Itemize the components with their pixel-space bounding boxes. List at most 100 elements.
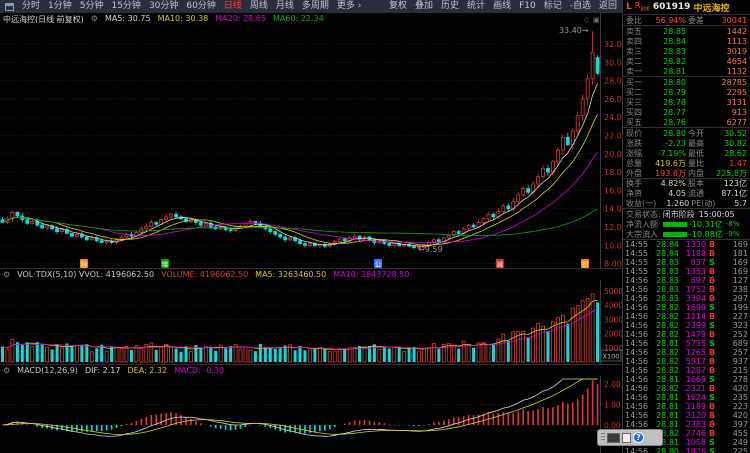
tab-period-分时[interactable]: 分时 <box>22 0 40 13</box>
tick-row[interactable]: 14:5628.83697B127 <box>623 276 750 285</box>
tick-amount: 227 <box>718 312 748 321</box>
tool-叠加[interactable]: 叠加 <box>415 0 433 13</box>
tick-row[interactable]: 14:5628.825917B937 <box>623 357 750 366</box>
tab-period-30分钟[interactable]: 30分钟 <box>149 0 178 13</box>
tick-row[interactable]: 14:5628.821287B215 <box>623 366 750 375</box>
window-overlay-icon[interactable]: ▣ <box>593 16 600 24</box>
tick-amount: 249 <box>718 438 748 447</box>
tab-period-1分钟[interactable]: 1分钟 <box>48 0 72 13</box>
volume-settings-gear-icon[interactable]: ⚙ <box>3 270 10 279</box>
bid-row[interactable]: 买二28.792295 <box>623 87 750 97</box>
volume-bar <box>551 322 554 362</box>
help-icon[interactable]: ? <box>633 432 644 443</box>
tick-row[interactable]: 14:5528.841189B181 <box>623 249 750 258</box>
tool-历史[interactable]: 历史 <box>441 0 459 13</box>
tab-period-5分钟[interactable]: 5分钟 <box>80 0 104 13</box>
candles[interactable] <box>1 31 599 249</box>
volume-bar <box>95 348 98 362</box>
ask-row[interactable]: 卖四28.841113 <box>623 36 750 46</box>
tab-period-月线[interactable]: 月线 <box>276 0 294 13</box>
tool--自选[interactable]: -自选 <box>570 0 591 13</box>
tick-row[interactable]: 14:5628.821479B252 <box>623 330 750 339</box>
tick-amount: 127 <box>718 276 748 285</box>
drag-handle-icon[interactable] <box>601 433 605 442</box>
ask-row[interactable]: 卖五28.851442 <box>623 26 750 36</box>
tool-画线[interactable]: 画线 <box>493 0 511 13</box>
tick-row[interactable]: 14:5528.83837S169 <box>623 258 750 267</box>
tick-volume: 1353 <box>679 267 706 276</box>
volume-bar <box>393 347 396 362</box>
volume-bar <box>308 350 311 362</box>
ask-row[interactable]: 卖一28.811132 <box>623 66 750 76</box>
tick-row[interactable]: 14:5628.811189B223 <box>623 402 750 411</box>
tick-time: 14:56 <box>625 447 650 453</box>
volume-bar <box>269 348 272 362</box>
tick-row[interactable]: 14:5628.833394B297 <box>623 294 750 303</box>
candle-body <box>165 217 168 220</box>
ask-row[interactable]: 卖二28.824654 <box>623 56 750 66</box>
toolbar-button-light[interactable] <box>622 433 631 443</box>
ask-row[interactable]: 卖三28.833019 <box>623 46 750 56</box>
tick-row[interactable]: 14:5628.831752B238 <box>623 285 750 294</box>
tick-row[interactable]: 14:5628.811669S278 <box>623 375 750 384</box>
tick-row[interactable]: 14:5528.831353B169 <box>623 267 750 276</box>
volume-chart[interactable]: 5000040000300002000010000X100 <box>0 280 622 364</box>
bid-volume: 913 <box>686 108 747 117</box>
floating-toolbar[interactable]: ? <box>597 429 663 446</box>
candlestick-chart[interactable]: 32.0030.0028.0026.0024.0022.0020.0018.00… <box>0 13 622 268</box>
tick-price: 28.81 <box>650 393 679 402</box>
ask-volume: 1442 <box>686 27 747 36</box>
volume-bar <box>413 347 416 362</box>
tab-period-60分钟[interactable]: 60分钟 <box>186 0 215 13</box>
volume-bar <box>160 347 163 362</box>
price-axis-label: 30.00 <box>604 58 622 67</box>
tool-F10[interactable]: F10 <box>519 0 536 13</box>
candle-body <box>150 222 153 226</box>
tick-row[interactable]: 14:5528.841330B169 <box>623 240 750 249</box>
diamond-icon[interactable]: ◇ <box>584 16 590 24</box>
tick-list[interactable]: 14:5528.841330B16914:5528.841189B18114:5… <box>623 239 750 453</box>
tick-row[interactable]: 14:5628.821214B227 <box>623 312 750 321</box>
margin-flag: L <box>626 2 632 12</box>
volume-bar <box>502 334 505 362</box>
macd-settings-gear-icon[interactable]: ⚙ <box>3 366 10 375</box>
candle-body <box>527 189 530 193</box>
tab-period-15分钟[interactable]: 15分钟 <box>111 0 140 13</box>
bid-row[interactable]: 买四28.77913 <box>623 107 750 117</box>
tick-row[interactable]: 14:5628.811624S235 <box>623 393 750 402</box>
tick-price: 28.82 <box>650 303 679 312</box>
macd-chart[interactable]: 2.001.000.00 <box>0 376 622 453</box>
tick-amount: 257 <box>718 348 748 357</box>
quote-panel: L R300 601919 中远海控 委比 56.94% 委差 30041 卖五… <box>622 0 750 453</box>
event-marker-label: 公 <box>375 260 382 268</box>
tick-row[interactable]: 14:5628.822399S323 <box>623 321 750 330</box>
toolbar-button[interactable] <box>607 433 620 443</box>
tick-row[interactable]: 14:5628.801826S225 <box>623 447 750 453</box>
chart-settings-gear-icon[interactable]: ⚙ <box>91 14 98 25</box>
tick-row[interactable]: 14:5628.822321B420 <box>623 384 750 393</box>
tab-period-多周期[interactable]: 多周期 <box>302 0 329 13</box>
candle-body <box>388 243 391 245</box>
window-icon[interactable] <box>5 3 14 11</box>
tick-row[interactable]: 14:5628.821699S199 <box>623 303 750 312</box>
tool-返回[interactable]: 返回 <box>599 0 617 13</box>
stock-code: 601919 <box>653 2 691 12</box>
bid-row[interactable]: 买三28.783131 <box>623 97 750 107</box>
tool-复权[interactable]: 复权 <box>389 0 407 13</box>
tick-row[interactable]: 14:5628.821265B257 <box>623 348 750 357</box>
tab-period-日线[interactable]: 日线 <box>224 0 242 13</box>
quote-info-row: 总量419.6万量比1.47 <box>623 158 750 168</box>
tick-time: 14:55 <box>625 249 650 258</box>
tick-volume: 1624 <box>679 393 706 402</box>
tool-标记[interactable]: 标记 <box>544 0 562 13</box>
money-flow-row: 大宗流入-10.88亿-9% <box>623 229 750 239</box>
tab-period-周线[interactable]: 周线 <box>250 0 268 13</box>
bid-row[interactable]: 买五28.766277 <box>623 117 750 127</box>
tick-direction: B <box>706 312 718 321</box>
tab-period-更多 ›[interactable]: 更多 › <box>337 0 361 13</box>
tick-row[interactable]: 14:5628.812383B397 <box>623 420 750 429</box>
bid-row[interactable]: 买一28.8028785 <box>623 77 750 87</box>
tool-统计[interactable]: 统计 <box>467 0 485 13</box>
tick-row[interactable]: 14:5628.815735S689 <box>623 339 750 348</box>
tick-row[interactable]: 14:5628.812120B420 <box>623 411 750 420</box>
